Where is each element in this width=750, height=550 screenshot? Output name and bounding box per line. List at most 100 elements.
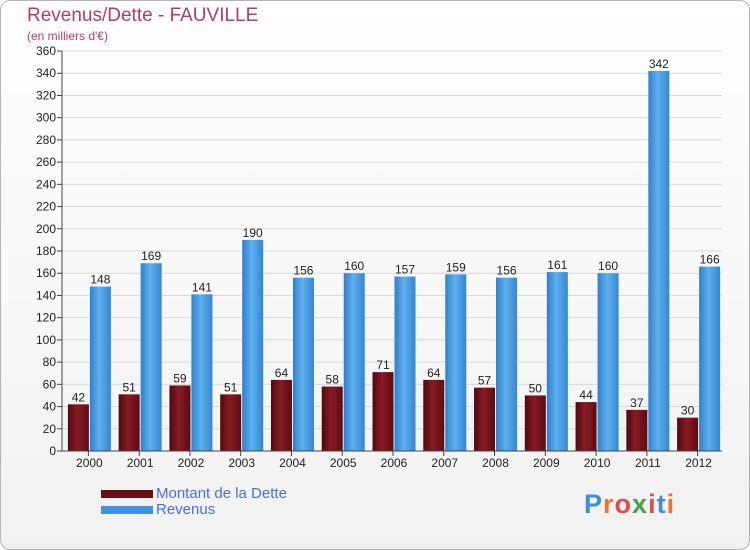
data-label-revenus: 169 xyxy=(141,249,161,263)
logo-letter: r xyxy=(603,489,615,519)
y-tick-label: 140 xyxy=(36,288,56,302)
bar-revenus xyxy=(546,272,568,451)
x-tick-label: 2001 xyxy=(127,456,154,470)
data-label-dette: 30 xyxy=(681,404,695,418)
data-label-revenus: 157 xyxy=(395,263,415,277)
x-tick-label: 2002 xyxy=(178,456,205,470)
data-label-revenus: 161 xyxy=(547,258,567,272)
data-label-dette: 50 xyxy=(529,381,543,395)
chart-subtitle: (en milliers d'€) xyxy=(27,29,108,43)
x-tick-label: 2010 xyxy=(584,456,611,470)
x-tick-label: 2007 xyxy=(431,456,458,470)
y-tick-label: 260 xyxy=(36,155,56,169)
chart-title: Revenus/Dette - FAUVILLE xyxy=(27,5,259,26)
legend-swatch-revenus xyxy=(101,506,153,514)
y-tick-label: 60 xyxy=(43,377,57,391)
y-tick-label: 280 xyxy=(36,133,56,147)
data-label-dette: 59 xyxy=(173,371,187,385)
logo-letter: i xyxy=(648,489,657,519)
logo-letter: t xyxy=(656,489,667,519)
bar-dette xyxy=(575,402,597,451)
bar-revenus xyxy=(699,266,721,451)
data-label-dette: 42 xyxy=(72,390,86,404)
data-label-dette: 51 xyxy=(224,380,238,394)
y-tick-label: 180 xyxy=(36,244,56,258)
data-label-revenus: 159 xyxy=(446,260,466,274)
x-tick-label: 2003 xyxy=(228,456,255,470)
data-label-revenus: 190 xyxy=(243,226,263,240)
y-tick-label: 220 xyxy=(36,200,56,214)
bar-revenus xyxy=(648,71,670,451)
bar-dette xyxy=(372,372,394,451)
data-label-dette: 64 xyxy=(275,366,289,380)
logo-letter: i xyxy=(666,489,676,519)
data-label-revenus: 342 xyxy=(649,57,669,71)
data-label-dette: 64 xyxy=(427,366,441,380)
data-label-revenus: 148 xyxy=(90,273,110,287)
y-tick-label: 80 xyxy=(43,355,57,369)
bar-dette xyxy=(321,386,343,451)
bar-dette xyxy=(474,387,496,451)
y-tick-label: 240 xyxy=(36,177,56,191)
bar-revenus xyxy=(597,273,619,451)
bar-revenus xyxy=(445,274,467,451)
x-tick-label: 2005 xyxy=(330,456,357,470)
x-tick-label: 2009 xyxy=(533,456,560,470)
bars-layer xyxy=(67,71,721,451)
bar-revenus xyxy=(191,294,213,451)
x-tick-label: 2011 xyxy=(635,456,661,470)
x-tick-label: 2000 xyxy=(76,456,103,470)
y-tick-label: 200 xyxy=(36,222,56,236)
bar-revenus xyxy=(343,273,365,451)
y-tick-label: 100 xyxy=(36,333,56,347)
bar-dette xyxy=(169,385,191,451)
data-label-dette: 37 xyxy=(630,396,644,410)
bar-revenus xyxy=(394,276,416,451)
data-label-revenus: 160 xyxy=(598,259,618,273)
proxiti-logo: Proxiti xyxy=(584,489,675,520)
labels-layer: 42 148 51 169 59 141 51 190 64 156 58 160 71 157 64 159… xyxy=(72,57,720,418)
bar-dette xyxy=(118,394,140,451)
x-tick-label: 2004 xyxy=(279,456,306,470)
data-label-dette: 51 xyxy=(122,380,136,394)
logo-letter: o xyxy=(614,489,633,519)
bar-revenus xyxy=(496,277,518,451)
data-label-revenus: 141 xyxy=(192,280,212,294)
bar-dette xyxy=(220,394,242,451)
axis-layer: 0 20 40 60 80 100 120 140 160 180 200 220 240 260 280 3… xyxy=(36,44,722,470)
bar-dette xyxy=(270,379,292,451)
data-label-revenus: 160 xyxy=(344,259,364,273)
y-tick-label: 120 xyxy=(36,311,56,325)
data-label-revenus: 166 xyxy=(700,253,720,267)
data-label-dette: 57 xyxy=(478,374,492,388)
y-tick-label: 300 xyxy=(36,111,56,125)
logo-letter: P xyxy=(584,489,604,519)
y-tick-label: 20 xyxy=(43,422,57,436)
x-tick-label: 2008 xyxy=(482,456,509,470)
legend-label-dette: Montant de la Dette xyxy=(156,485,287,502)
bar-dette xyxy=(626,409,648,451)
logo-letter: x xyxy=(632,489,649,519)
bar-dette xyxy=(423,379,445,451)
x-tick-label: 2012 xyxy=(685,456,712,470)
y-tick-label: 340 xyxy=(36,66,56,80)
bar-revenus xyxy=(242,239,264,451)
data-label-dette: 71 xyxy=(376,358,390,372)
data-label-dette: 44 xyxy=(579,388,593,402)
data-label-revenus: 156 xyxy=(293,264,313,278)
legend-swatch-dette xyxy=(101,490,153,498)
bar-dette xyxy=(677,417,699,451)
bar-revenus xyxy=(140,263,162,451)
y-tick-label: 40 xyxy=(43,400,57,414)
y-tick-label: 160 xyxy=(36,266,56,280)
bar-revenus xyxy=(89,286,111,451)
y-tick-label: 320 xyxy=(36,88,56,102)
legend-label-revenus: Revenus xyxy=(156,501,216,518)
bar-revenus xyxy=(292,277,314,451)
data-label-dette: 58 xyxy=(326,373,340,387)
y-tick-label: 360 xyxy=(36,44,56,58)
y-tick-label: 0 xyxy=(49,444,56,458)
x-tick-label: 2006 xyxy=(381,456,408,470)
